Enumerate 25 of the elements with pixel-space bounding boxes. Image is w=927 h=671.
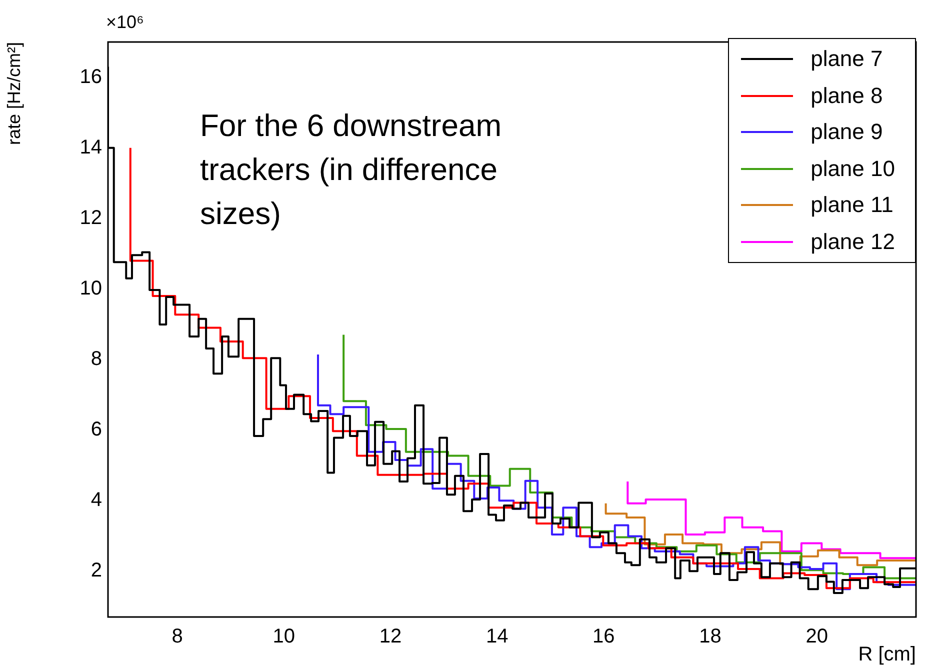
x-tick-label: 12 <box>379 626 402 648</box>
x-tick-label: 16 <box>592 626 615 648</box>
legend-label: plane 7 <box>810 46 883 72</box>
x-axis-title: R [cm] <box>858 644 916 666</box>
y-tick-label: 14 <box>80 136 102 158</box>
x-tick-label: 18 <box>699 626 722 648</box>
text: ×10⁶ <box>106 12 144 33</box>
x-tick-label: 8 <box>172 626 183 648</box>
legend-label: plane 11 <box>810 192 894 218</box>
legend-label: plane 12 <box>810 228 895 255</box>
legend-label: plane 9 <box>810 119 883 146</box>
legend-label: plane 10 <box>810 156 895 182</box>
y-tick-label: 10 <box>80 277 102 300</box>
y-tick-label: 12 <box>80 206 102 229</box>
y-tick-label: 6 <box>90 418 102 441</box>
x-tick-label: 20 <box>806 626 828 648</box>
y-tick-label: 16 <box>80 66 102 88</box>
x-tick-label: 14 <box>486 626 508 648</box>
legend-label: plane 8 <box>810 82 883 109</box>
x-tick-label: 10 <box>272 626 296 648</box>
annotation: For the 6 downstream trackers (in difference sizes) <box>200 107 503 233</box>
y-tick-label: 2 <box>90 560 102 582</box>
y-tick-label: 8 <box>90 348 102 370</box>
y-axis-title: rate [Hz/cm²] <box>4 42 24 146</box>
y-tick-label: 4 <box>90 489 102 512</box>
